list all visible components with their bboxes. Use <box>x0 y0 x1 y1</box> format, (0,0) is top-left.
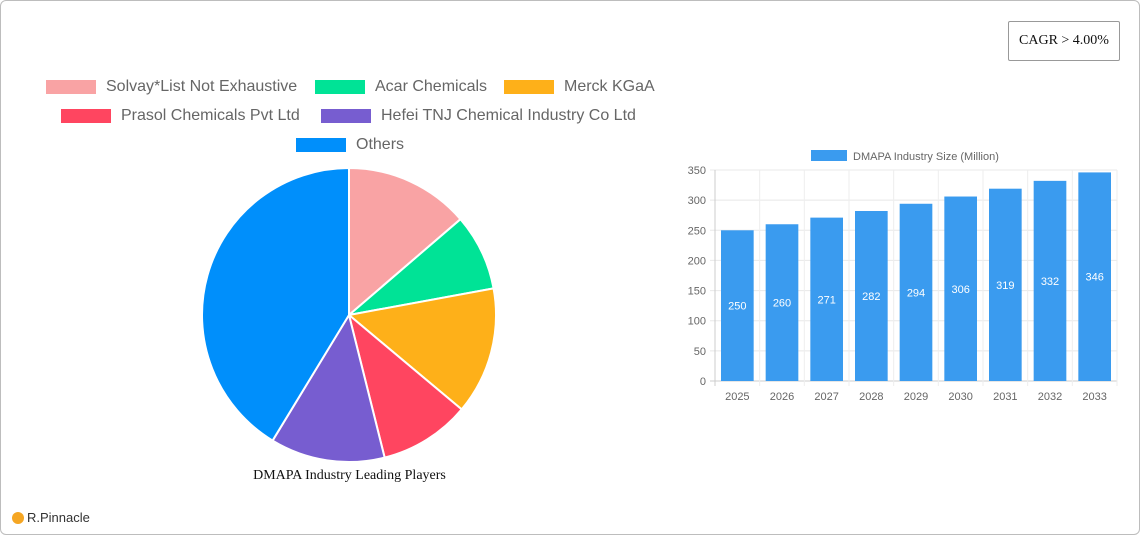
bar[interactable] <box>944 196 977 381</box>
bar[interactable] <box>721 230 754 381</box>
legend-item[interactable]: Prasol Chemicals Pvt Ltd <box>61 107 300 125</box>
legend-label: Prasol Chemicals Pvt Ltd <box>121 107 300 124</box>
bar-legend-label: DMAPA Industry Size (Million) <box>853 151 999 163</box>
pie-title: DMAPA Industry Leading Players <box>253 468 446 483</box>
bar-value-label: 260 <box>773 298 791 310</box>
logo-icon <box>12 511 24 524</box>
x-tick-label: 2030 <box>948 391 972 403</box>
legend-swatch <box>46 80 96 94</box>
y-tick-label: 150 <box>688 286 706 298</box>
bar-value-label: 319 <box>996 280 1014 292</box>
legend-label: Others <box>356 136 405 153</box>
legend-item[interactable]: Others <box>296 136 404 154</box>
legend-item[interactable]: Hefei TNJ Chemical Industry Co Ltd <box>321 107 636 125</box>
legend-swatch <box>504 80 554 94</box>
legend-swatch <box>296 138 346 152</box>
x-tick-label: 2025 <box>725 391 749 403</box>
x-tick-label: 2033 <box>1082 391 1106 403</box>
legend-swatch <box>321 109 371 123</box>
bar-value-label: 282 <box>862 291 880 303</box>
bar[interactable] <box>989 188 1022 381</box>
y-tick-label: 100 <box>688 316 706 328</box>
legend-item[interactable]: Merck KGaA <box>504 78 655 96</box>
bar[interactable] <box>899 203 933 381</box>
x-tick-label: 2026 <box>770 391 794 403</box>
legend-label: Acar Chemicals <box>375 78 488 95</box>
x-tick-label: 2032 <box>1038 391 1062 403</box>
bar[interactable] <box>1078 172 1111 381</box>
y-tick-label: 50 <box>694 346 706 358</box>
bar-legend-swatch <box>811 150 847 161</box>
legend-label: Hefei TNJ Chemical Industry Co Ltd <box>381 107 636 124</box>
logo: R.Pinnacle <box>12 510 90 525</box>
legend-label: Solvay*List Not Exhaustive <box>106 78 298 95</box>
bar[interactable] <box>765 224 799 381</box>
y-tick-label: 350 <box>688 165 706 177</box>
y-tick-label: 200 <box>688 255 706 267</box>
x-tick-label: 2031 <box>993 391 1017 403</box>
bar[interactable] <box>810 217 843 381</box>
legend-label: Merck KGaA <box>564 78 655 95</box>
bar-value-label: 271 <box>817 294 835 306</box>
bar-value-label: 306 <box>951 284 969 296</box>
y-tick-label: 300 <box>688 195 706 207</box>
logo-text: R.Pinnacle <box>27 510 90 525</box>
bar-value-label: 332 <box>1041 276 1059 288</box>
legend-item[interactable]: Solvay*List Not Exhaustive <box>46 78 297 96</box>
bar-value-label: 346 <box>1085 272 1103 284</box>
y-tick-label: 250 <box>688 225 706 237</box>
x-tick-label: 2028 <box>859 391 883 403</box>
y-tick-label: 0 <box>700 376 706 388</box>
legend-swatch <box>315 80 365 94</box>
bar[interactable] <box>1033 180 1067 381</box>
x-tick-label: 2027 <box>814 391 838 403</box>
cagr-badge: CAGR > 4.00% <box>1008 21 1120 61</box>
legend-item[interactable]: Acar Chemicals <box>315 78 487 96</box>
legend-swatch <box>61 109 111 123</box>
bar-value-label: 294 <box>907 287 925 299</box>
bar-value-label: 250 <box>728 301 746 313</box>
bar[interactable] <box>855 210 888 381</box>
x-tick-label: 2029 <box>904 391 928 403</box>
